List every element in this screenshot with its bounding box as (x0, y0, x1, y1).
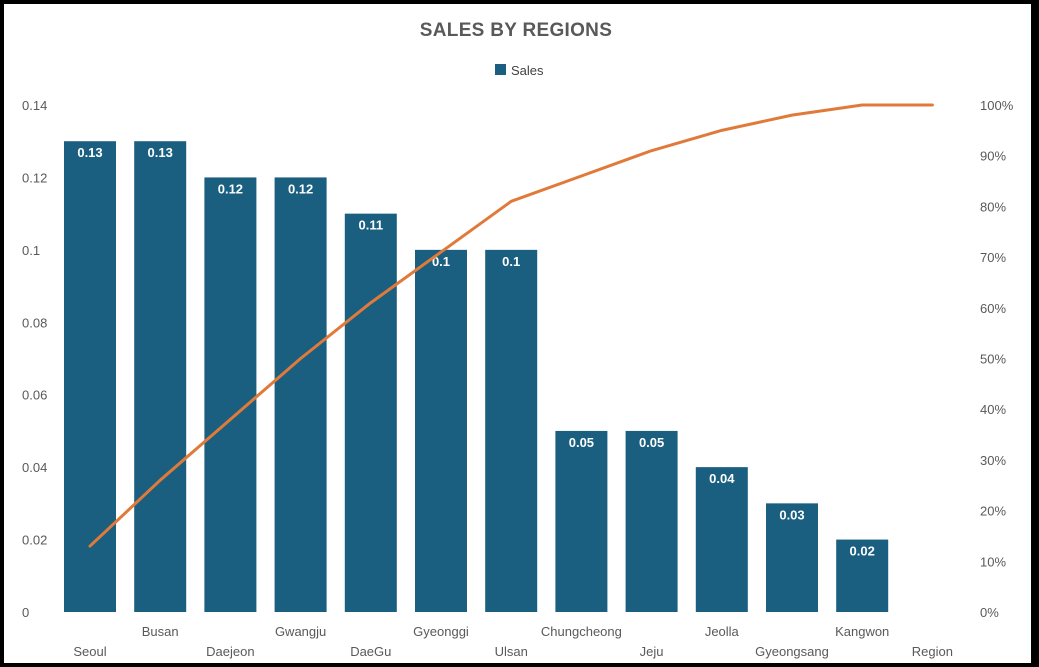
y2-tick-label: 80% (980, 199, 1006, 214)
y2-tick-label: 90% (980, 149, 1006, 164)
y2-tick-label: 40% (980, 402, 1006, 417)
data-label: 0.13 (77, 145, 102, 160)
x-tick-label: Jeolla (705, 624, 740, 639)
x-tick-label: Ulsan (495, 644, 528, 659)
legend: Sales (495, 63, 544, 78)
legend-swatch-sales (495, 64, 506, 75)
bar (695, 467, 748, 612)
x-tick-label: Region (912, 644, 953, 659)
y2-tick-label: 100% (980, 98, 1014, 113)
y2-tick-label: 20% (980, 504, 1006, 519)
legend-label-sales: Sales (511, 63, 544, 78)
y-axis: 0 0.02 0.04 0.06 0.08 0.1 0.12 0.14 (22, 98, 47, 620)
chart-title: SALES BY REGIONS (420, 20, 612, 41)
x-tick-label: Seoul (73, 644, 106, 659)
chart-frame: SALES BY REGIONS Sales 0 0.02 0.04 0.06 0.08… (4, 4, 1031, 663)
data-label: 0.11 (359, 218, 384, 233)
y-tick-label: 0.08 (22, 315, 47, 330)
bar (836, 539, 889, 612)
y-tick-label: 0.12 (22, 170, 47, 185)
bar (204, 177, 257, 612)
x-tick-label: Jeju (640, 644, 664, 659)
y-tick-label: 0 (22, 605, 29, 620)
bar (134, 141, 187, 612)
data-label: 0.1 (502, 254, 520, 269)
bar (485, 249, 538, 612)
data-labels: 0.13 0.13 0.12 0.12 0.11 0.1 0.1 0.05 0.05 0.04 0.… (77, 145, 875, 558)
bar (274, 177, 327, 612)
y2-tick-label: 60% (980, 301, 1006, 316)
x-tick-label: Kangwon (835, 624, 889, 639)
x-tick-label: Gyeongsang (755, 644, 829, 659)
pareto-chart: SALES BY REGIONS Sales 0 0.02 0.04 0.06 0.08… (22, 20, 1014, 659)
x-tick-label: Daejeon (206, 644, 254, 659)
y-tick-label: 0.14 (22, 98, 47, 113)
bar (344, 213, 397, 612)
data-label: 0.04 (709, 471, 735, 486)
x-tick-label: Chungcheong (541, 624, 622, 639)
x-tick-label: Busan (142, 624, 179, 639)
x-tick-label: DaeGu (350, 644, 391, 659)
y2-tick-label: 10% (980, 554, 1006, 569)
data-label: 0.02 (850, 544, 875, 559)
x-axis: Seoul Busan Daejeon Gwangju DaeGu Gyeonggi Uls… (73, 624, 953, 659)
y2-tick-label: 0% (980, 605, 999, 620)
x-tick-label: Gwangju (275, 624, 326, 639)
y-tick-label: 0.02 (22, 533, 47, 548)
data-label: 0.03 (779, 507, 804, 522)
y2-tick-label: 30% (980, 453, 1006, 468)
bar (766, 503, 818, 612)
y-tick-label: 0.1 (22, 243, 40, 258)
data-label: 0.1 (432, 254, 450, 269)
bar (415, 249, 467, 612)
bars (64, 141, 889, 612)
bar (64, 141, 116, 612)
y-tick-label: 0.06 (22, 388, 47, 403)
bar (625, 430, 678, 612)
y2-axis: 0% 10% 20% 30% 40% 50% 60% 70% 80% 90% 100% (980, 98, 1014, 620)
y2-tick-label: 70% (980, 250, 1006, 265)
cumulative-line-layer (88, 103, 934, 548)
data-label: 0.05 (639, 435, 664, 450)
data-label: 0.05 (569, 435, 594, 450)
data-label: 0.12 (288, 181, 313, 196)
data-label: 0.12 (218, 181, 243, 196)
y2-tick-label: 50% (980, 352, 1006, 367)
data-label: 0.13 (148, 145, 173, 160)
x-tick-label: Gyeonggi (413, 624, 469, 639)
y-tick-label: 0.04 (22, 460, 47, 475)
bar (555, 430, 608, 612)
cumulative-line (88, 103, 934, 548)
